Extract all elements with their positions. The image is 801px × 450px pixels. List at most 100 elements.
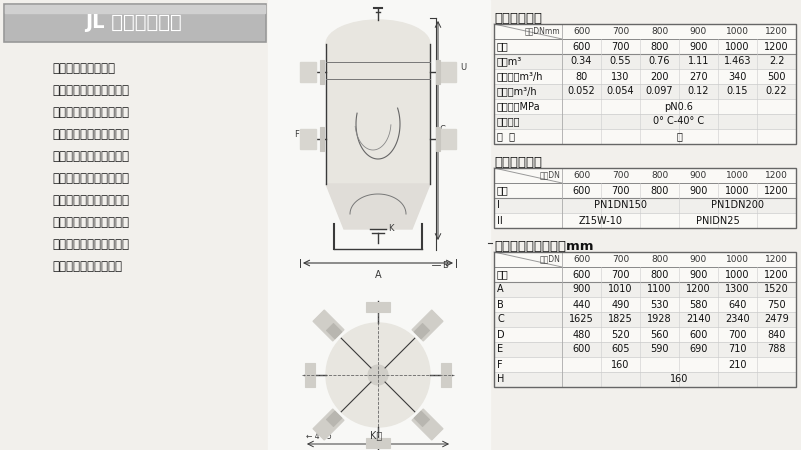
Polygon shape [412, 409, 443, 440]
Circle shape [368, 365, 388, 385]
Text: 600: 600 [573, 171, 590, 180]
Bar [326, 44, 430, 184]
Text: 700: 700 [612, 255, 629, 264]
Bar [440, 129, 456, 149]
Text: 800: 800 [651, 27, 668, 36]
Polygon shape [412, 310, 443, 341]
Bar [494, 342, 796, 357]
Text: 210: 210 [728, 360, 747, 369]
Text: 0.22: 0.22 [766, 86, 787, 96]
Text: 1200: 1200 [765, 255, 788, 264]
Text: PN1DN150: PN1DN150 [594, 201, 647, 211]
Text: 700: 700 [612, 171, 629, 180]
Text: 0.054: 0.054 [606, 86, 634, 96]
Bar [494, 24, 796, 144]
Text: 1100: 1100 [647, 284, 672, 294]
Text: 530: 530 [650, 300, 669, 310]
Text: 1625: 1625 [570, 315, 594, 324]
Text: 800: 800 [650, 270, 669, 279]
Text: U: U [460, 63, 466, 72]
Text: 1000: 1000 [725, 270, 750, 279]
Text: 0.12: 0.12 [688, 86, 709, 96]
Text: 区更显示出它的重要性，: 区更显示出它的重要性， [52, 194, 129, 207]
Text: 1200: 1200 [765, 27, 788, 36]
Polygon shape [313, 409, 344, 440]
Text: 1000: 1000 [726, 255, 749, 264]
Text: 900: 900 [690, 27, 707, 36]
Text: A: A [375, 270, 381, 280]
Text: pN0.6: pN0.6 [665, 102, 694, 112]
Bar [440, 62, 456, 82]
Text: D: D [497, 329, 505, 339]
Text: 160: 160 [670, 374, 688, 384]
Text: K: K [388, 224, 393, 233]
Text: 当然，矿山、冶金、建材: 当然，矿山、冶金、建材 [52, 216, 129, 229]
Text: 容积m³: 容积m³ [497, 57, 522, 67]
Text: 主要技术参数: 主要技术参数 [494, 12, 542, 24]
Ellipse shape [326, 20, 430, 68]
Text: 788: 788 [767, 345, 786, 355]
Bar [436, 60, 440, 84]
Text: C: C [440, 126, 446, 135]
Text: B: B [497, 300, 504, 310]
Text: I: I [497, 201, 500, 211]
Text: 以这种设备在高寡缺水地: 以这种设备在高寡缺水地 [52, 172, 129, 185]
Bar [268, 0, 490, 450]
Text: F: F [497, 360, 502, 369]
Text: 700: 700 [612, 27, 629, 36]
Text: 700: 700 [611, 270, 630, 279]
Bar [494, 282, 796, 297]
Text: 1000: 1000 [726, 171, 749, 180]
FancyBboxPatch shape [4, 4, 266, 42]
Text: 900: 900 [690, 41, 708, 51]
Bar [494, 252, 796, 387]
Text: 主要外形尺寸连接表mm: 主要外形尺寸连接表mm [494, 239, 594, 252]
Bar [494, 312, 796, 327]
Circle shape [326, 323, 430, 427]
Text: 2479: 2479 [764, 315, 789, 324]
Text: 500: 500 [767, 72, 786, 81]
Text: 440: 440 [572, 300, 590, 310]
Text: 0.097: 0.097 [646, 86, 674, 96]
Polygon shape [305, 363, 315, 387]
Text: 600: 600 [573, 27, 590, 36]
Text: 1928: 1928 [647, 315, 672, 324]
Text: C: C [497, 315, 504, 324]
Text: 580: 580 [689, 300, 708, 310]
Text: 700: 700 [611, 185, 630, 195]
Text: 滤石量m³/h: 滤石量m³/h [497, 86, 537, 96]
Text: 900: 900 [572, 284, 590, 294]
Polygon shape [414, 411, 429, 427]
Text: 0.76: 0.76 [649, 57, 670, 67]
Text: PNIDN25: PNIDN25 [696, 216, 740, 225]
Text: II: II [497, 216, 503, 225]
Text: 270: 270 [689, 72, 708, 81]
Bar [494, 198, 796, 213]
Text: 1010: 1010 [608, 284, 633, 294]
Text: 砖石过滤器在火力发: 砖石过滤器在火力发 [52, 62, 115, 75]
Text: 1200: 1200 [764, 185, 789, 195]
Text: 规格DNmm: 规格DNmm [525, 26, 560, 35]
Text: 700: 700 [728, 329, 747, 339]
Text: 900: 900 [690, 171, 707, 180]
Text: 1200: 1200 [765, 171, 788, 180]
Text: E: E [497, 345, 503, 355]
Text: 1300: 1300 [725, 284, 750, 294]
Text: 560: 560 [650, 329, 669, 339]
Text: 环水回用的节约目的，所: 环水回用的节约目的，所 [52, 150, 129, 163]
Text: PN1DN200: PN1DN200 [711, 201, 764, 211]
Bar [5, 5, 265, 13]
Text: 840: 840 [767, 329, 786, 339]
Text: 使用压力MPa: 使用压力MPa [497, 102, 541, 112]
Bar [494, 24, 796, 144]
Text: 2.2: 2.2 [769, 57, 784, 67]
Text: H: H [497, 374, 505, 384]
Text: 600: 600 [573, 255, 590, 264]
Text: 605: 605 [611, 345, 630, 355]
Text: 900: 900 [690, 185, 708, 195]
Bar [436, 127, 440, 151]
Text: 710: 710 [728, 345, 747, 355]
Text: B: B [442, 261, 448, 270]
Text: 1000: 1000 [725, 41, 750, 51]
Text: 900: 900 [690, 270, 708, 279]
